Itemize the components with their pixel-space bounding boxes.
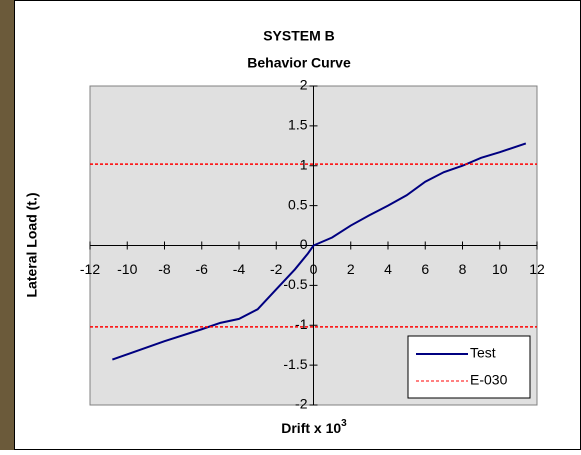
x-axis-title-text: Drift x 10 — [281, 420, 341, 436]
x-tick-label: 2 — [347, 261, 355, 277]
x-tick-label: -4 — [233, 261, 246, 277]
x-tick-label: 10 — [492, 261, 508, 277]
legend — [407, 335, 531, 399]
legend-label: E-030 — [470, 372, 508, 388]
y-tick-label: 0 — [300, 236, 308, 252]
chart-subtitle: Behavior Curve — [247, 55, 351, 71]
y-tick-label: -1 — [295, 316, 308, 332]
y-tick-label: 1 — [300, 156, 308, 172]
y-tick-label: 2 — [300, 77, 308, 93]
series-line — [112, 142, 527, 361]
chart-title: SYSTEM B — [263, 28, 335, 44]
y-axis-title: Lateral Load (t.) — [24, 192, 40, 297]
y-tick-label: -0.5 — [283, 276, 307, 292]
legend-label: Test — [470, 345, 496, 361]
x-tick-label: 8 — [459, 261, 467, 277]
x-tick-label: 12 — [529, 261, 545, 277]
x-tick-label: -12 — [80, 261, 100, 277]
y-tick-label: 0.5 — [288, 196, 308, 212]
x-tick-label: -6 — [196, 261, 209, 277]
background-strip — [0, 0, 14, 450]
x-tick-label: 4 — [384, 261, 392, 277]
y-tick-label: -1.5 — [283, 356, 307, 372]
x-tick-label: -8 — [158, 261, 171, 277]
series-line — [90, 163, 537, 328]
x-axis-title: Drift x 103 — [281, 418, 347, 436]
x-tick-label: -2 — [270, 261, 283, 277]
x-tick-label: 0 — [310, 261, 318, 277]
x-axis-title-superscript: 3 — [341, 418, 347, 429]
x-tick-label: 6 — [421, 261, 429, 277]
y-tick-label: -2 — [295, 396, 308, 412]
y-tick-label: 1.5 — [288, 117, 308, 133]
x-tick-label: -10 — [117, 261, 137, 277]
